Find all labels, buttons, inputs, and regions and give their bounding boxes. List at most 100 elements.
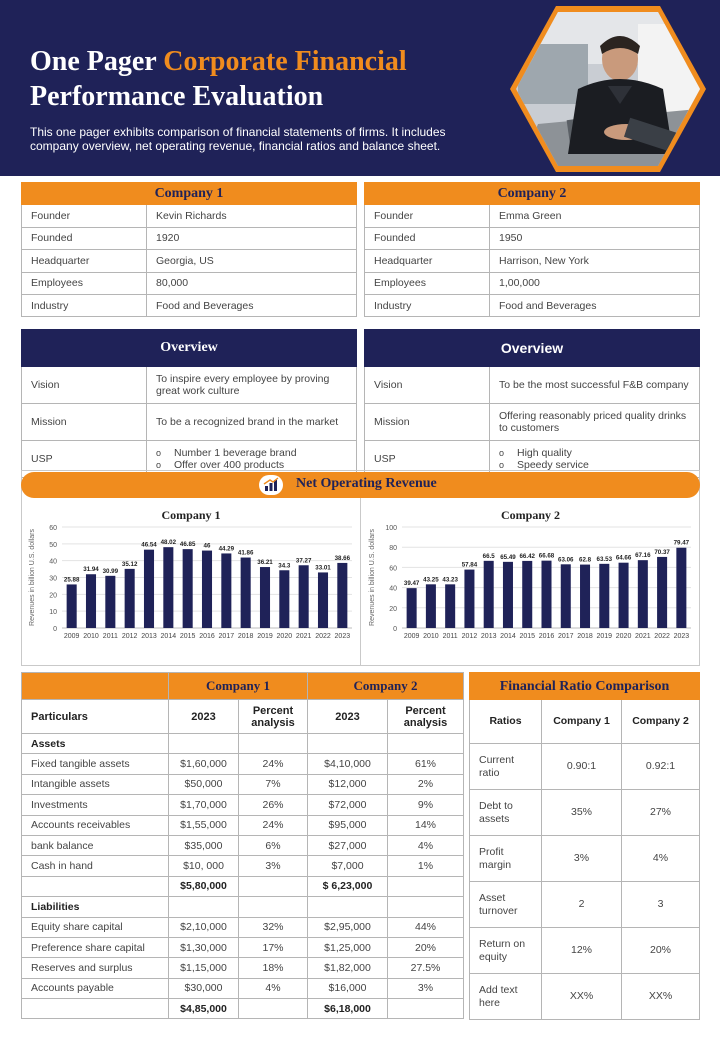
usp-label: USP	[21, 440, 147, 478]
row-name: Accounts receivables	[21, 814, 169, 836]
bar	[201, 550, 213, 628]
bar	[657, 556, 668, 628]
data-label: 67.16	[635, 552, 651, 559]
bar	[599, 563, 610, 628]
y-tick-label: 10	[49, 609, 57, 616]
table-row: Founder Kevin Richards	[21, 204, 357, 228]
table-row: Mission Offering reasonably priced qualit…	[364, 403, 700, 441]
assets-total-c2: $ 6,23,000	[307, 875, 388, 898]
data-label: 64.66	[616, 555, 632, 562]
y-tick-label: 60	[389, 565, 397, 572]
ratio-c2: 0.92:1	[621, 743, 700, 790]
y-tick-label: 40	[389, 586, 397, 593]
table-row: USP Number 1 beverage brand Offer over 4…	[21, 440, 357, 478]
company1-overview-title: Overview	[21, 329, 357, 367]
liabilities-section-label: Liabilities	[21, 896, 169, 918]
c1-percent: 26%	[238, 794, 308, 816]
x-tick-label: 2023	[674, 633, 690, 640]
vision-text: To be the most successful F&B company	[489, 366, 700, 404]
table-row: Founder Emma Green	[364, 204, 700, 228]
list-item: Speedy service	[499, 459, 690, 472]
bar	[85, 574, 97, 628]
bar	[464, 569, 475, 628]
ratio-name: Current ratio	[469, 743, 542, 790]
data-label: 57.84	[462, 562, 478, 569]
table-row: Headquarter Georgia, US	[21, 249, 357, 273]
x-tick-label: 2012	[122, 633, 138, 640]
c1-percent: 24%	[238, 814, 308, 836]
info-value: Emma Green	[489, 204, 700, 228]
c2-value: $27,000	[307, 834, 388, 857]
table-row: Industry Food and Beverages	[21, 293, 357, 318]
data-label: 38.66	[335, 555, 351, 562]
c2-value: $7,000	[307, 855, 388, 877]
row-name: Cash in hand	[21, 855, 169, 877]
table-row: Reserves and surplus $1,15,000 18% $1,82,00…	[21, 957, 464, 979]
bar	[317, 572, 329, 628]
assets-section-label: Assets	[21, 732, 169, 755]
y-tick-label: 60	[49, 525, 57, 532]
assets-total-c1: $5,80,000	[168, 875, 239, 898]
bar	[105, 575, 116, 628]
mission-text: Offering reasonably priced quality drink…	[489, 403, 700, 441]
data-label: 43.23	[442, 576, 458, 583]
balance-sheet: Company 1 Company 2 Particulars 2023 Per…	[21, 672, 464, 1020]
data-label: 62.8	[579, 557, 592, 564]
data-label: 30.99	[103, 568, 119, 575]
info-value: Food and Beverages	[146, 293, 357, 318]
data-label: 46.85	[180, 541, 196, 548]
table-row: $4,85,000 $6,18,000	[21, 998, 464, 1020]
table-row: Vision To inspire every employee by provi…	[21, 366, 357, 404]
x-tick-label: 2023	[335, 633, 351, 640]
ratio-c1: 2	[541, 881, 622, 928]
table-row: Cash in hand $10, 000 3% $7,000 1%	[21, 855, 464, 877]
bar	[502, 561, 513, 628]
financial-ratio-card: Financial Ratio Comparison Ratios Compan…	[469, 672, 700, 1020]
c1-percent: 4%	[238, 977, 308, 1000]
x-tick-label: 2018	[577, 633, 593, 640]
company1-info-table: Company 1 Founder Kevin Richards Founded 1…	[21, 181, 357, 318]
bar	[522, 560, 533, 628]
table-row: Assets	[21, 732, 464, 755]
table-row: Equity share capital $2,10,000 32% $2,95,00…	[21, 916, 464, 938]
ratio-name: Return on equity	[469, 927, 542, 974]
y-axis-label: Revenues in billion U.S. dollars	[369, 529, 376, 626]
info-value: Kevin Richards	[146, 204, 357, 228]
ratio-c1: 12%	[541, 927, 622, 974]
row-name: Intangible assets	[21, 773, 169, 796]
c2-value: $4,10,000	[307, 753, 388, 775]
vision-text: To inspire every employee by proving gre…	[146, 366, 357, 404]
c2-percent: 3%	[387, 977, 464, 1000]
year-header: 2023	[168, 699, 239, 734]
data-label: 37.27	[296, 557, 312, 564]
ratio-c1: XX%	[541, 973, 622, 1020]
c2-percent: 1%	[387, 855, 464, 877]
company2-overview-table: Overview Vision To be the most successful…	[364, 329, 700, 478]
mission-text: To be a recognized brand in the market	[146, 403, 357, 441]
c1-value: $35,000	[168, 834, 239, 857]
bar	[445, 584, 456, 628]
chart-title: Company 1	[161, 508, 220, 522]
c1-percent: 18%	[238, 957, 308, 979]
data-label: 46.54	[141, 542, 157, 549]
table-row: Add text here XX% XX%	[469, 973, 700, 1020]
x-tick-label: 2015	[180, 633, 196, 640]
ratio-c2: 4%	[621, 835, 700, 882]
bar	[541, 560, 552, 628]
info-value: Georgia, US	[146, 249, 357, 273]
data-label: 70.37	[654, 549, 670, 556]
x-tick-label: 2013	[481, 633, 497, 640]
table-row: Industry Food and Beverages	[364, 293, 700, 318]
table-row: Intangible assets $50,000 7% $12,000 2%	[21, 773, 464, 796]
x-tick-label: 2020	[616, 633, 632, 640]
ratio-name: Asset turnover	[469, 881, 542, 928]
ratio-c1: 35%	[541, 789, 622, 836]
table-row: Debt to assets 35% 27%	[469, 789, 700, 836]
balance-company2-title: Company 2	[307, 672, 464, 700]
c2-value: $16,000	[307, 977, 388, 1000]
table-row: Mission To be a recognized brand in the m…	[21, 403, 357, 441]
table-row: Company 1 Company 2	[21, 672, 464, 700]
company2-revenue-chart: Company 2 0 20 40 60 80 100 Revenues in billion…	[369, 508, 691, 640]
data-label: 66.68	[539, 553, 555, 560]
bar	[483, 560, 494, 628]
